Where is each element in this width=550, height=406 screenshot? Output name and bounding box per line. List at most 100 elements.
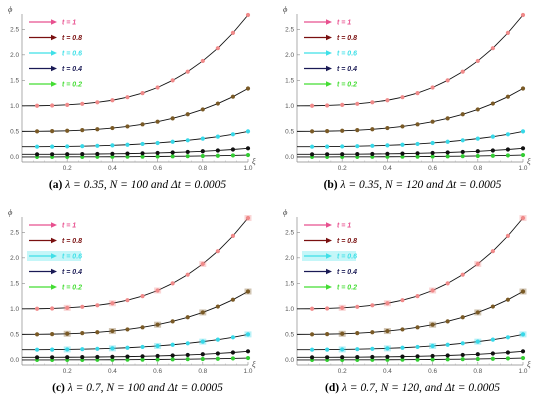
data-point-a-2 — [170, 139, 175, 144]
data-point-c-0 — [245, 215, 251, 221]
legend-arrow-head-a-4 — [51, 81, 57, 87]
chart-d-plot: 0.2 0.4 0.6 0.8 1.0 0.0 0.5 1.0 1.5 2.0 2.5 ϕ ξ t = 1… — [283, 207, 531, 375]
legend-label-b-1: t = 0.8 — [337, 35, 357, 42]
data-point-d-2 — [400, 345, 405, 350]
data-point-d-2 — [460, 341, 465, 346]
data-point-d-3 — [460, 352, 465, 358]
legend-label-a-1: t = 0.8 — [62, 35, 82, 42]
data-point-b-0 — [520, 12, 526, 18]
data-point-a-3 — [110, 151, 115, 156]
x-tick-label-a: 1.0 — [244, 165, 253, 172]
data-point-a-1 — [50, 129, 55, 134]
data-point-a-1 — [185, 112, 190, 117]
data-point-a-3 — [230, 147, 236, 152]
series-line-c-4 — [22, 357, 249, 361]
data-point-d-3 — [475, 352, 480, 357]
data-point-b-0 — [370, 100, 375, 105]
data-point-c-2 — [95, 346, 100, 351]
data-point-d-1 — [520, 289, 526, 294]
caption-b: (b) λ = 0.35, N = 120 and Δt = 0.0005 — [275, 179, 550, 191]
data-point-c-0 — [170, 281, 175, 286]
data-point-b-3 — [370, 151, 375, 157]
data-point-c-4 — [140, 357, 145, 362]
chart-b-plot: 0.2 0.4 0.6 0.8 1.0 0.0 0.5 1.0 1.5 2.0 2.5 ϕ ξ t = 1… — [283, 4, 531, 172]
data-point-b-1 — [415, 122, 420, 127]
series-line-b-3 — [297, 147, 524, 155]
data-point-b-0 — [400, 95, 405, 100]
data-point-a-4 — [245, 152, 251, 158]
data-point-c-3 — [65, 355, 70, 360]
data-point-c-2 — [155, 343, 160, 349]
data-point-d-1 — [430, 322, 435, 327]
data-point-c-3 — [155, 353, 160, 359]
data-point-c-3 — [80, 355, 85, 360]
series-line-c-2 — [22, 333, 249, 351]
data-point-a-3 — [65, 152, 70, 157]
chart-panel-b: 0.2 0.4 0.6 0.8 1.0 0.0 0.5 1.0 1.5 2.0 2.5 ϕ ξ t = 1… — [275, 0, 550, 203]
data-point-d-1 — [460, 315, 465, 320]
data-point-c-0 — [65, 305, 70, 310]
data-point-b-3 — [309, 152, 315, 157]
data-point-d-1 — [340, 331, 345, 336]
data-point-a-4 — [110, 154, 115, 159]
legend-arrow-head-c-0 — [51, 222, 57, 228]
data-point-c-3 — [215, 351, 220, 356]
data-point-a-1 — [110, 125, 115, 131]
data-point-c-2 — [230, 335, 236, 340]
y-axis-label-c: ϕ — [8, 207, 13, 217]
series-line-a-1 — [21, 88, 249, 132]
y-tick-label-a: 0.0 — [10, 154, 19, 161]
data-point-a-3 — [125, 151, 130, 156]
data-point-d-2 — [385, 346, 390, 351]
data-point-a-2 — [185, 138, 190, 143]
legend-label-c-0: t = 1 — [62, 222, 76, 229]
x-tick-label-a: 0.2 — [63, 165, 72, 172]
data-point-c-1 — [155, 322, 160, 327]
data-point-d-1 — [415, 325, 420, 330]
series-line-b-0 — [296, 14, 524, 107]
x-tick-label-b: 0.2 — [338, 165, 347, 172]
data-point-d-3 — [385, 354, 390, 359]
data-point-b-3 — [490, 148, 495, 153]
data-point-d-4 — [520, 355, 526, 361]
series-line-a-3 — [22, 147, 249, 155]
x-tick-label-d: 0.4 — [383, 368, 392, 375]
x-axis-label-c: ξ — [252, 359, 256, 369]
data-point-b-1 — [340, 128, 345, 133]
data-point-b-3 — [505, 147, 511, 152]
data-point-d-0 — [430, 288, 435, 293]
data-point-d-3 — [490, 351, 495, 356]
data-point-a-1 — [80, 128, 85, 133]
data-point-a-0 — [80, 101, 85, 106]
data-point-a-3 — [200, 149, 205, 154]
x-tick-label-d: 0.6 — [428, 368, 437, 375]
y-tick-label-b: 2.5 — [285, 27, 294, 34]
y-tick-label-a: 1.0 — [10, 103, 19, 110]
data-point-b-1 — [325, 129, 330, 134]
data-point-c-3 — [110, 354, 115, 359]
data-point-b-3 — [430, 150, 435, 156]
data-point-a-0 — [95, 100, 100, 105]
data-point-a-0 — [140, 91, 145, 96]
data-point-b-4 — [490, 153, 495, 158]
data-point-b-3 — [355, 152, 360, 157]
y-tick-label-d: 0.0 — [285, 357, 294, 364]
data-point-d-1 — [475, 310, 480, 315]
caption-b-text: λ = 0.35, N = 120 and Δt = 0.0005 — [340, 179, 502, 191]
data-point-c-0 — [80, 304, 85, 309]
data-point-d-1 — [355, 331, 360, 336]
data-point-b-2 — [309, 144, 315, 149]
x-tick-label-b: 0.8 — [473, 165, 482, 172]
data-point-c-1 — [185, 315, 190, 320]
data-point-a-2 — [215, 134, 220, 139]
data-point-d-4 — [385, 357, 390, 362]
data-point-a-1 — [170, 116, 175, 121]
data-point-d-4 — [505, 356, 511, 361]
data-point-a-2 — [200, 136, 205, 141]
data-point-a-2 — [245, 129, 251, 134]
x-tick-label-c: 0.6 — [153, 368, 162, 375]
data-point-b-4 — [475, 153, 480, 159]
legend-arrow-head-b-0 — [326, 19, 332, 25]
data-point-c-3 — [50, 355, 55, 360]
data-point-c-1 — [110, 328, 115, 334]
